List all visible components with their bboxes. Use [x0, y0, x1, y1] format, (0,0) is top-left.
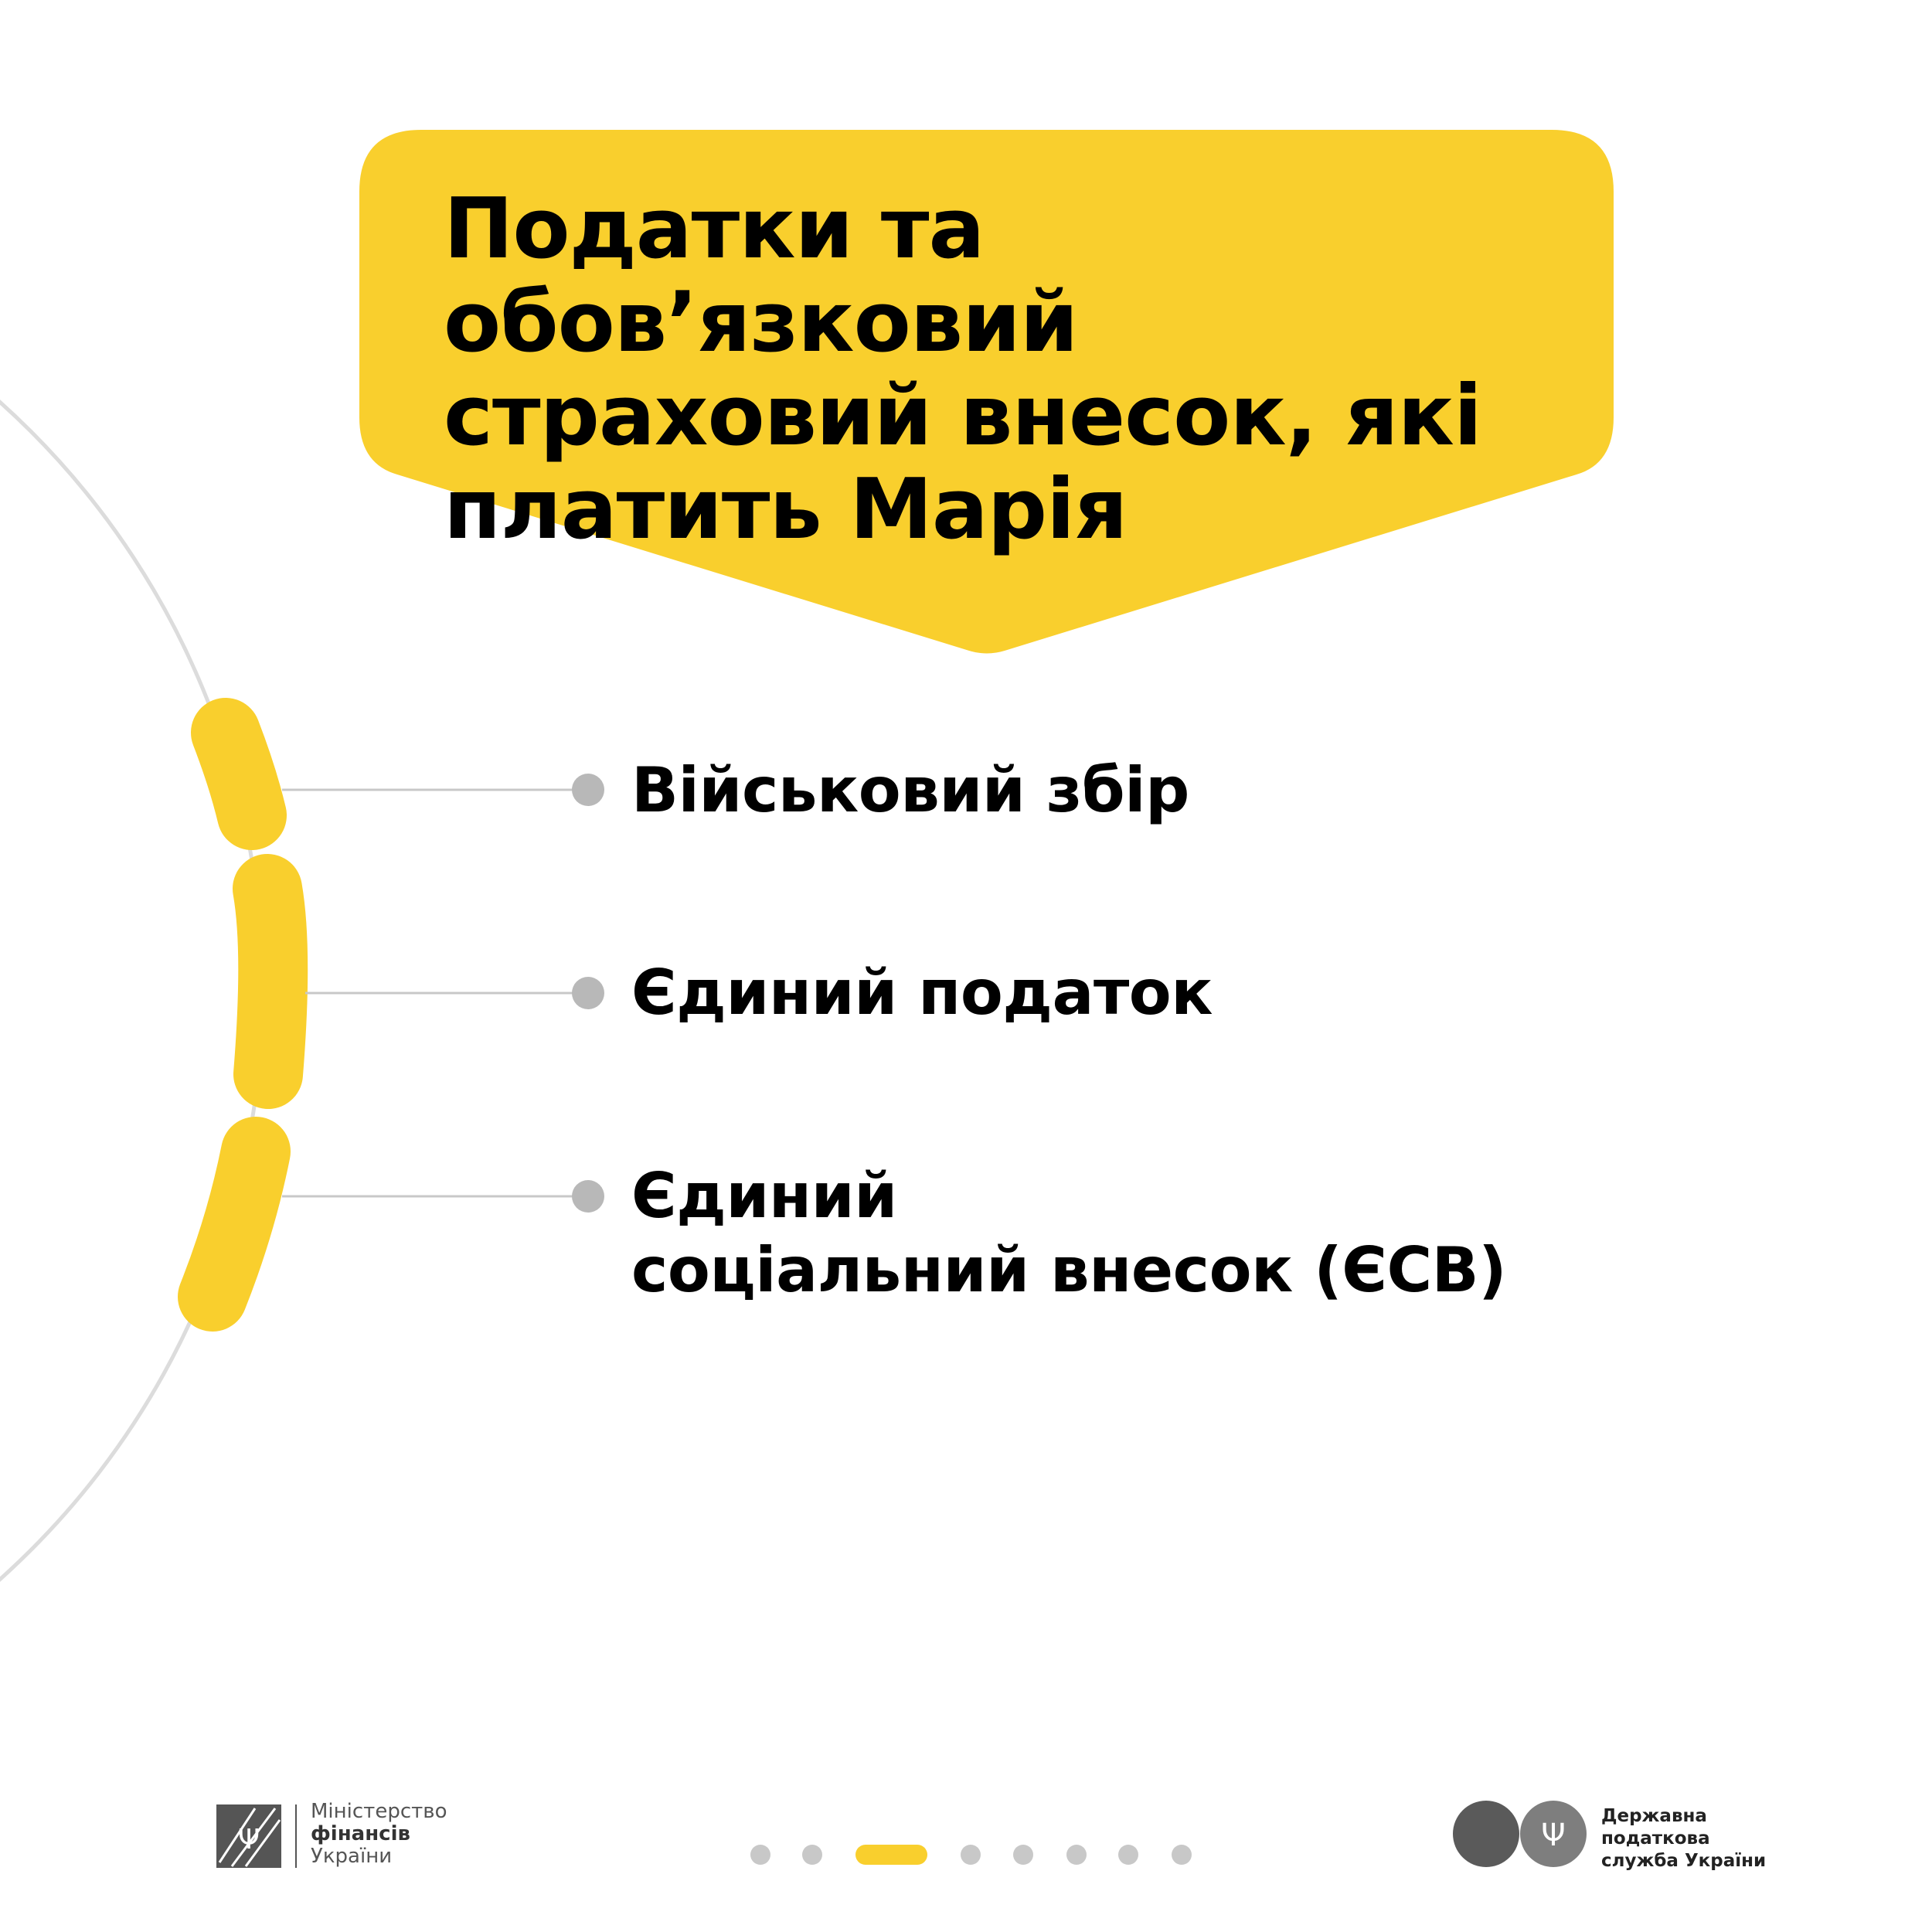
ministry-logo: Ψ [216, 1804, 297, 1868]
list-item-single-tax: Єдиний податок [631, 957, 1213, 1029]
page-dot[interactable] [802, 1845, 822, 1865]
ministry-name: Міністерство фінансів України [311, 1801, 447, 1868]
page-dot[interactable] [961, 1845, 981, 1865]
ministry-line-3: України [311, 1845, 393, 1868]
pagination [750, 1845, 1192, 1865]
page-dot[interactable] [1013, 1845, 1033, 1865]
decorative-arc [0, 400, 265, 1582]
page-dot[interactable] [750, 1845, 770, 1865]
item-line-1: Єдиний [631, 1160, 897, 1232]
page-dot[interactable] [1172, 1845, 1192, 1865]
trident-icon: Ψ [238, 1824, 260, 1855]
title-banner [359, 130, 1614, 654]
bullet-dot-3 [572, 1180, 604, 1213]
ministry-line-2: фінансів [311, 1822, 410, 1845]
tax-service-line-1: Державна [1601, 1806, 1707, 1826]
bullet-dot-2 [572, 977, 604, 1009]
arc-segment-2 [233, 854, 308, 1109]
bullet-dot-1 [572, 774, 604, 806]
tax-service-logo: Ψ [1453, 1801, 1587, 1867]
tax-service-name: Державна податкова служба України [1601, 1805, 1766, 1872]
page-dot-active[interactable] [855, 1845, 927, 1865]
arc-segment-1 [191, 698, 287, 850]
list-item-military-levy: Військовий збір [631, 754, 1189, 826]
page-dot[interactable] [1066, 1845, 1087, 1865]
list-item-social-contribution: Єдиний соціальний внесок (ЄСВ) [631, 1159, 1507, 1308]
page-title: Податки та обов’язковий страховий внесок… [444, 181, 1482, 558]
tax-service-line-2: податкова [1601, 1828, 1710, 1849]
ministry-line-1: Міністерство [311, 1800, 447, 1823]
tax-service-line-3: служба України [1601, 1851, 1767, 1871]
page-dot[interactable] [1118, 1845, 1138, 1865]
trident-icon: Ψ [1541, 1818, 1565, 1853]
arc-segment-3 [178, 1117, 291, 1332]
item-line-2: соціальний внесок (ЄСВ) [631, 1234, 1507, 1306]
